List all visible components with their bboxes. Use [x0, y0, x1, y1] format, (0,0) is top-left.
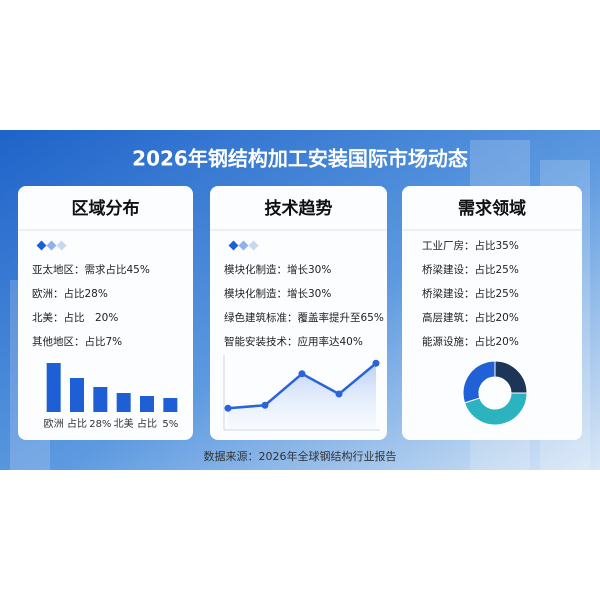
bar [70, 378, 84, 412]
x-tick-label: 欧洲 [44, 418, 64, 430]
item: 模块化制造：增长30% [224, 263, 331, 276]
item: 北美：占比 20% [32, 311, 118, 324]
diamond [228, 240, 239, 251]
title: 2026年钢结构加工安装国际市场动态 [132, 147, 468, 171]
item: 其他地区：占比7% [32, 335, 122, 348]
x-tick-label: 5% [162, 419, 178, 430]
panel-title: 技术趋势 [265, 198, 333, 219]
point [224, 404, 232, 412]
item: 亚太地区：需求占比45% [32, 263, 150, 276]
x-tick-label: 占比 [67, 417, 87, 430]
donut-slice [463, 392, 528, 426]
point [261, 401, 269, 409]
diamond [248, 240, 259, 251]
point [335, 390, 343, 398]
item: 智能安装技术：应用率达40% [224, 335, 363, 348]
x-tick-label: 占比 [137, 417, 157, 430]
x-tick-label: 28% [89, 419, 111, 430]
diamond [36, 240, 47, 251]
item: 工业厂房：占比35% [422, 239, 519, 252]
item: 桥梁建设：占比25% [422, 287, 519, 300]
point [298, 370, 306, 378]
item: 欧洲：占比28% [32, 287, 108, 300]
panel-title: 区域分布 [72, 198, 140, 219]
item: 桥梁建设：占比25% [422, 263, 519, 276]
bar [163, 398, 178, 412]
item: 模块化制造：增长30% [224, 287, 331, 300]
point [372, 359, 380, 367]
area [228, 363, 376, 430]
bar [140, 396, 154, 412]
bar [93, 387, 108, 412]
diamond [56, 240, 67, 251]
bar [116, 393, 131, 412]
diamond [238, 240, 249, 251]
item: 高层建筑：占比20% [422, 311, 519, 324]
diamond [46, 240, 57, 251]
donut-slice [462, 360, 496, 404]
item: 能源设施：占比20% [422, 335, 519, 348]
bar [46, 363, 61, 412]
panel-title: 需求领域 [458, 198, 526, 219]
x-tick-label: 北美 [114, 417, 134, 430]
item: 绿色建筑标准：覆盖率提升至65% [224, 311, 384, 324]
panel [402, 186, 582, 440]
source: 数据来源：2026年全球钢结构行业报告 [204, 449, 397, 463]
